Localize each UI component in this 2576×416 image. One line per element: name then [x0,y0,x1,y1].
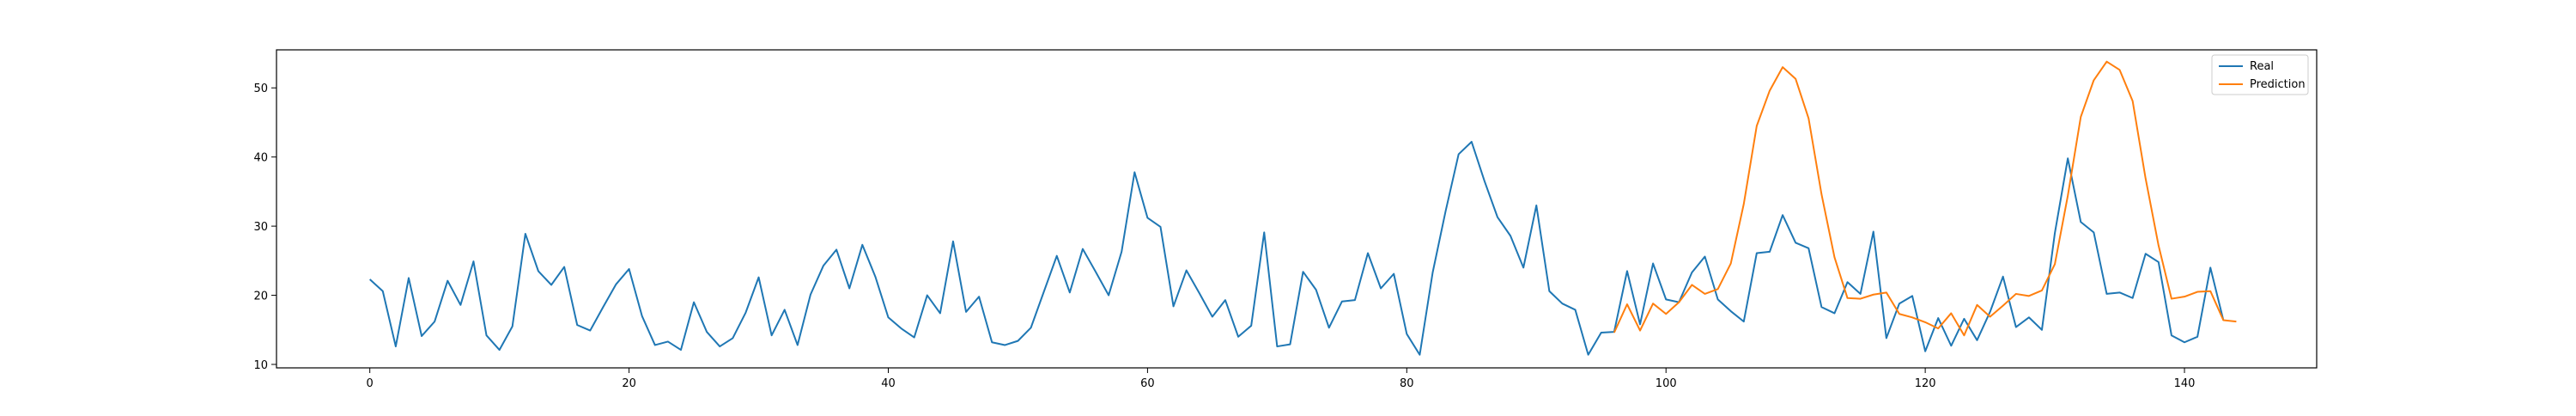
y-tick-label: 10 [253,359,268,372]
y-tick-label: 20 [253,291,268,303]
legend: Real Prediction [2211,54,2309,95]
x-tick-label: 20 [622,377,636,390]
x-tick-label: 40 [881,377,896,390]
x-tick-label: 140 [2174,377,2196,390]
y-tick-label: 50 [253,83,268,95]
x-tick-label: 80 [1400,377,1414,390]
legend-label-prediction: Prediction [2250,78,2306,91]
series-line-real [369,140,2225,356]
y-tick-label: 40 [253,152,268,165]
plot-frame [276,49,2318,369]
x-tick-label: 120 [1915,377,1936,390]
series-line-prediction [1613,60,2237,337]
series-layer [369,60,2237,356]
plot-background [276,50,2317,368]
x-tick-label: 60 [1140,377,1155,390]
axes-layer: 0 20 40 60 80 100 120 140 10 20 30 40 50 [253,83,2195,390]
y-tick-label: 30 [253,221,268,234]
x-tick-label: 100 [1656,377,1677,390]
legend-label-real: Real [2250,60,2274,73]
x-tick-label: 0 [367,377,374,390]
